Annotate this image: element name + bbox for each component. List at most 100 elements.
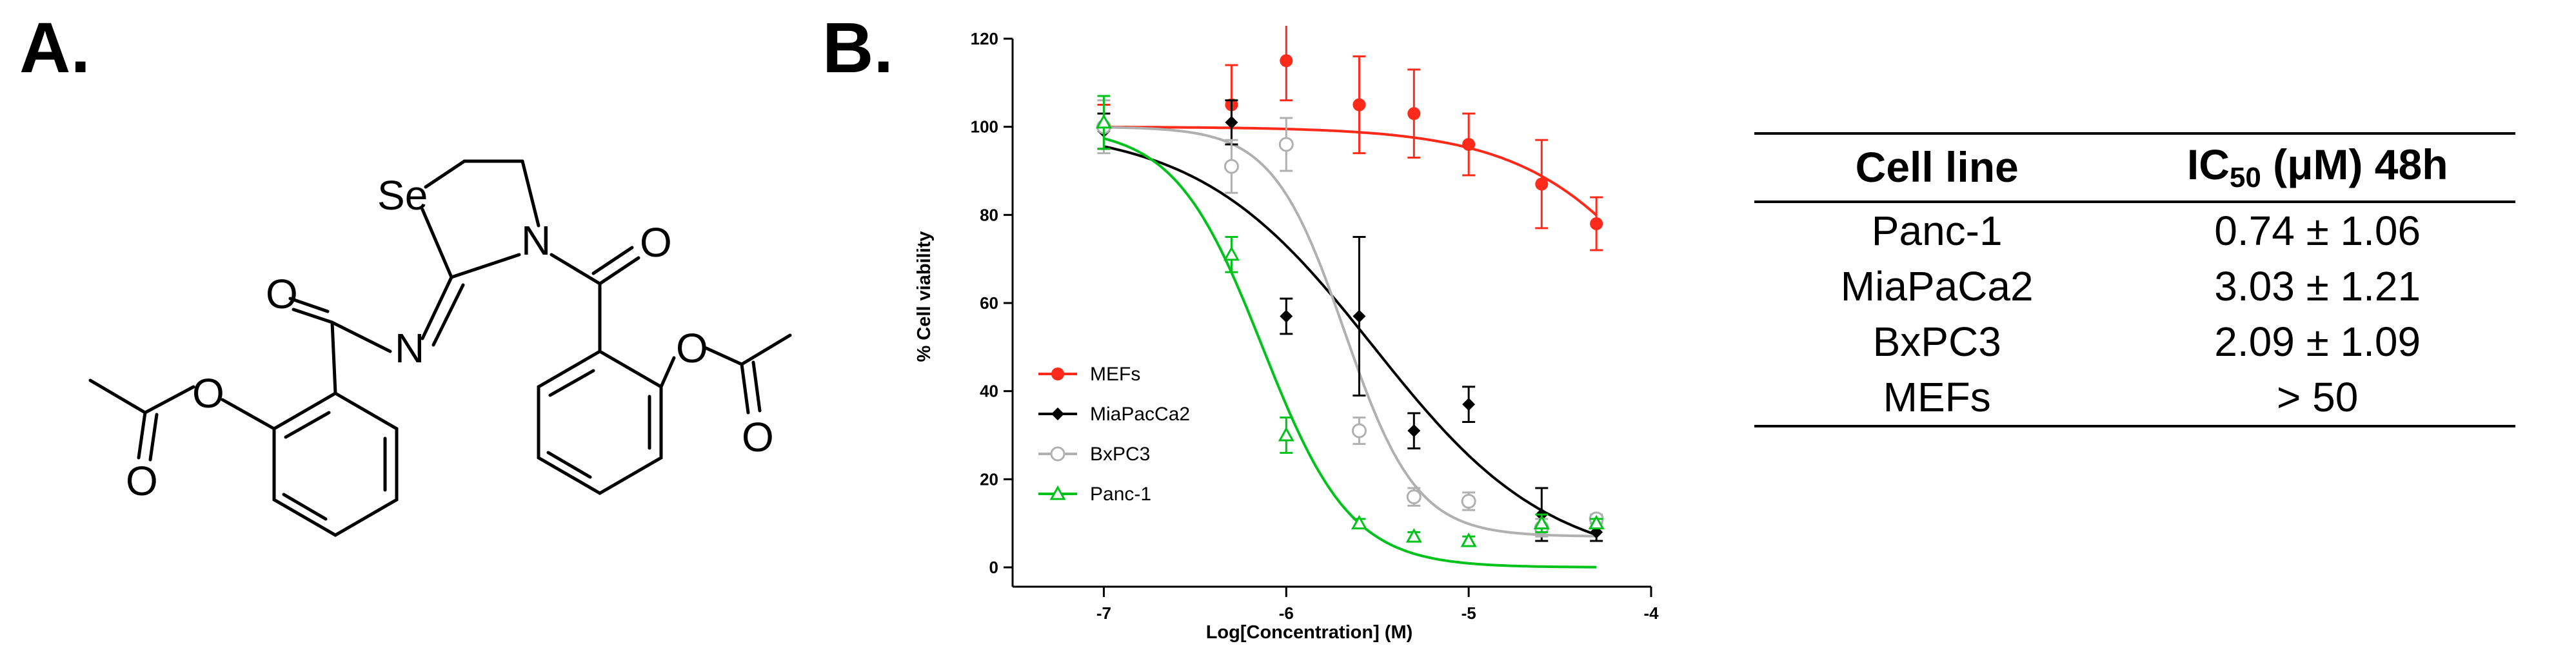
- data-point-mefs: [1352, 98, 1366, 112]
- y-tick-label: 40: [980, 382, 998, 401]
- header-ic50-subscript: 50: [2229, 162, 2261, 193]
- atom-o-carbonyl-left: O: [126, 458, 158, 504]
- bond-se-c2: [421, 208, 453, 279]
- bond-ring-o-left: [221, 398, 276, 431]
- data-point-miapacca2: [1280, 309, 1293, 323]
- y-axis-title: % Cell viability: [914, 231, 935, 362]
- ic50-table: Cell line IC50 (μM) 48h Panc-1 0.74 ± 1.…: [1754, 132, 2515, 427]
- bond-n-c4: [520, 159, 540, 228]
- atom-o-ester-left: O: [192, 370, 224, 416]
- table-row: MiaPaCa2 3.03 ± 1.21: [1754, 259, 2515, 314]
- benzene-right-inner3: [548, 369, 595, 397]
- y-tick-label: 0: [989, 558, 998, 577]
- bond-carbonyl-ring: [330, 320, 337, 395]
- atom-o-amide: O: [266, 271, 298, 317]
- header-cell-line: Cell line: [1855, 143, 2019, 191]
- benzene-right: [537, 349, 663, 495]
- header-ic50: IC50 (μM) 48h: [2119, 133, 2515, 202]
- panel-b-label: B.: [822, 8, 893, 88]
- ic50-value: 2.09 ± 1.09: [2214, 318, 2421, 365]
- bond-o-acyl-left: [143, 385, 195, 415]
- cell-line-name: Panc-1: [1871, 208, 2003, 254]
- y-tick-label: 60: [980, 293, 998, 313]
- benzene-left-inner3: [284, 411, 331, 439]
- atom-se: Se: [377, 172, 428, 219]
- data-point-panc-1: [1351, 514, 1367, 530]
- data-point-panc-1: [1533, 514, 1550, 530]
- data-point-bxpc3: [1278, 137, 1294, 152]
- bond-c2-n: [450, 253, 521, 279]
- x-tick-label: -7: [1096, 603, 1111, 623]
- legend-marker: [1049, 485, 1066, 500]
- legend-label: MEFs: [1090, 364, 1140, 385]
- ic50-value: > 50: [2277, 374, 2359, 420]
- atom-o-ketone: O: [640, 219, 672, 266]
- y-tick-label: 20: [980, 469, 998, 489]
- cell-line-name: MiaPaCa2: [1840, 263, 2034, 309]
- bond-acyl-o-right: [740, 362, 750, 415]
- fit-curve-bxpc3: [1104, 126, 1597, 538]
- atom-n-ring: N: [521, 217, 551, 264]
- data-point-mefs: [1280, 54, 1293, 68]
- header-ic50-prefix: IC: [2186, 141, 2230, 188]
- y-tick-label: 80: [980, 205, 998, 224]
- bond-acyl-o-right-double: [751, 360, 762, 413]
- data-point-mefs: [1535, 177, 1549, 191]
- bond-co-right-double: [591, 246, 634, 275]
- table-row: Panc-1 0.74 ± 1.06: [1754, 202, 2515, 259]
- table-row: BxPC3 2.09 ± 1.09: [1754, 314, 2515, 369]
- data-point-panc-1: [1460, 532, 1477, 547]
- bond-c5-se: [424, 159, 466, 189]
- fit-curve-panc-1: [1103, 137, 1597, 569]
- bond-acyl-o-left-double: [148, 413, 159, 462]
- data-point-bxpc3: [1224, 159, 1239, 174]
- header-ic50-suffix: (μM) 48h: [2261, 141, 2448, 188]
- ic50-value: 3.03 ± 1.21: [2214, 263, 2421, 309]
- benzene-right-inner2: [546, 451, 592, 479]
- fit-curve-mefs: [1104, 126, 1598, 217]
- fit-curve-miapacca2: [1103, 145, 1597, 536]
- data-point-mefs: [1590, 217, 1603, 230]
- plot-area: 0 20 40 60 80 100 120 -7 -6 -5 -4 MEFs MiaPacCa2 BxPC…: [971, 26, 1659, 623]
- x-tick-label: -4: [1643, 603, 1659, 623]
- data-point-panc-1: [1223, 246, 1240, 261]
- data-point-panc-1: [1278, 426, 1294, 442]
- data-point-bxpc3: [1351, 423, 1367, 438]
- bond-acyl-o-left: [137, 411, 147, 460]
- x-tick-label: -5: [1461, 603, 1476, 623]
- chemical-structure: Se N N O O O O O O: [88, 159, 792, 537]
- bond-n-carbonyl: [330, 320, 392, 353]
- bond-c2-n-imine: [421, 275, 453, 340]
- x-tick-label: -6: [1279, 603, 1294, 623]
- legend-marker: [1051, 367, 1064, 380]
- legend-label: MiaPacCa2: [1090, 404, 1190, 425]
- ic50-value: 0.74 ± 1.06: [2214, 208, 2421, 254]
- data-point-miapacca2: [1462, 398, 1476, 411]
- bond-n-carbonyl-right: [550, 253, 602, 286]
- bond-ring-o-right: [659, 356, 676, 389]
- bond-co-left-double: [288, 297, 330, 313]
- cell-line-name: MEFs: [1883, 374, 1991, 420]
- legend-label: Panc-1: [1090, 484, 1151, 505]
- benzene-left-inner2: [282, 493, 328, 521]
- cell-line-name: BxPC3: [1872, 318, 2001, 365]
- atom-o-carbonyl-right: O: [742, 414, 774, 460]
- bond-methyl-right: [740, 333, 792, 366]
- bond-methyl-left: [88, 378, 147, 415]
- benzene-left: [272, 391, 399, 537]
- data-point-bxpc3: [1461, 494, 1476, 509]
- y-tick-label: 100: [971, 117, 998, 137]
- legend-marker: [1051, 407, 1064, 420]
- data-point-panc-1: [1588, 514, 1605, 530]
- data-point-mefs: [1462, 138, 1476, 151]
- data-point-miapacca2: [1407, 424, 1421, 438]
- bond-o-acyl-right: [704, 346, 744, 366]
- panel-a-label: A.: [19, 8, 90, 88]
- bond-co-right: [598, 256, 640, 286]
- bond-c2-n-imine-double: [431, 283, 465, 347]
- data-point-miapacca2: [1352, 309, 1366, 323]
- table-row: MEFs > 50: [1754, 369, 2515, 426]
- y-tick-label: 120: [971, 29, 998, 48]
- dose-response-chart: 0 20 40 60 80 100 120 -7 -6 -5 -4 MEFs MiaPacCa2 BxPC…: [914, 26, 1659, 643]
- data-point-miapacca2: [1225, 115, 1238, 129]
